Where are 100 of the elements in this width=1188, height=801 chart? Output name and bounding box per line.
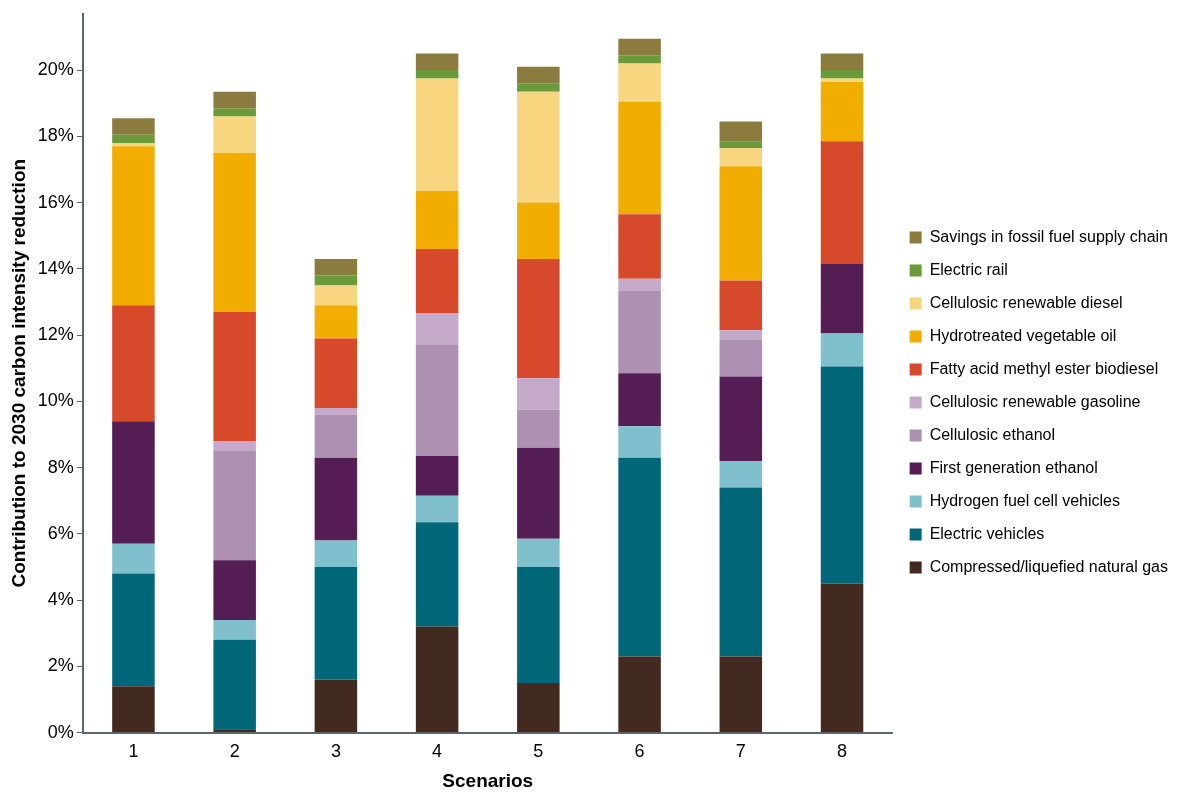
bar [314, 338, 358, 408]
bar [618, 426, 661, 458]
bar [618, 55, 661, 64]
bar [415, 248, 459, 314]
bar [314, 540, 358, 567]
y-tick-label: 8% [47, 456, 74, 477]
y-tick-label: 10% [37, 390, 74, 411]
y-tick-label: 0% [47, 721, 74, 742]
bar [719, 141, 763, 148]
bar [415, 626, 459, 733]
y-tick-label: 6% [47, 522, 74, 543]
x-tick-label: 6 [634, 741, 645, 762]
bar [415, 78, 459, 192]
legend-label: Fatty acid methyl ester biodiesel [929, 359, 1159, 377]
legend-label: First generation ethanol [929, 458, 1098, 476]
legend-label: Hydrogen fuel cell vehicles [929, 491, 1120, 509]
bar [618, 63, 661, 102]
bar [719, 330, 763, 341]
bar [415, 456, 459, 496]
legend-label: Hydrotreated vegetable oil [929, 326, 1117, 344]
bar [213, 152, 256, 312]
y-tick-label: 16% [37, 191, 74, 212]
bar [213, 108, 256, 117]
bar [820, 78, 864, 82]
bar [314, 407, 358, 415]
bar [314, 414, 358, 458]
x-axis-title: Scenarios [442, 769, 534, 791]
y-tick-label: 20% [37, 59, 74, 80]
bar [213, 451, 256, 561]
bar [618, 101, 661, 215]
bar [415, 345, 459, 457]
bar [415, 53, 459, 71]
bar [517, 682, 560, 733]
bar [820, 70, 864, 79]
bar [112, 421, 155, 544]
bar [719, 280, 763, 331]
legend-label: Compressed/liquefied natural gas [929, 557, 1168, 575]
y-tick-label: 18% [37, 125, 74, 146]
bar [415, 522, 459, 627]
x-tick-label: 5 [533, 741, 544, 762]
bar [517, 202, 560, 259]
bar [618, 214, 661, 279]
bar [719, 340, 763, 377]
bar [517, 66, 560, 84]
bar [618, 38, 661, 56]
bar [112, 543, 155, 574]
bar [112, 142, 155, 147]
bar [415, 313, 459, 346]
bar [719, 656, 763, 733]
bar [517, 566, 560, 683]
y-axis-title: Contribution to 2030 carbon intensity reduction [7, 158, 29, 588]
bar [719, 487, 763, 657]
bar [213, 560, 256, 620]
bar [820, 53, 864, 71]
bar [314, 258, 358, 276]
x-tick-label: 4 [432, 741, 443, 762]
bar [618, 656, 661, 733]
bar [517, 538, 560, 567]
bar [112, 305, 155, 422]
bar [415, 70, 459, 79]
bar [213, 116, 256, 153]
legend-label: Savings in fossil fuel supply chain [929, 227, 1168, 245]
bar [618, 457, 661, 657]
bar [314, 305, 358, 339]
legend-label: Cellulosic ethanol [929, 425, 1056, 443]
bar [820, 263, 864, 334]
legend-label: Electric vehicles [929, 524, 1045, 542]
bar [618, 278, 661, 291]
bar [213, 729, 256, 733]
bar [719, 460, 763, 488]
legend-label: Electric rail [929, 260, 1008, 278]
bar [820, 366, 864, 584]
bar [213, 91, 256, 109]
bar [517, 91, 560, 203]
y-tick-label: 12% [37, 324, 74, 345]
bar [719, 147, 763, 167]
bar [415, 495, 459, 523]
bar [719, 121, 763, 142]
bar [517, 409, 560, 448]
bar [112, 134, 155, 143]
bar [517, 378, 560, 410]
x-tick-label: 2 [229, 741, 240, 762]
legend-label: Cellulosic renewable diesel [929, 293, 1123, 311]
bar [112, 118, 155, 135]
bar [314, 275, 358, 286]
bar [719, 166, 763, 281]
bar [618, 290, 661, 374]
bar [820, 141, 864, 264]
bar [820, 583, 864, 733]
bar [314, 679, 358, 733]
bar [112, 573, 155, 687]
x-tick-label: 3 [330, 741, 341, 762]
bar [213, 619, 256, 640]
x-tick-label: 7 [735, 741, 746, 762]
bar [719, 376, 763, 461]
bar [213, 311, 256, 442]
y-tick-label: 2% [47, 655, 74, 676]
bar [517, 83, 560, 92]
bar [820, 81, 864, 142]
bar [112, 686, 155, 733]
